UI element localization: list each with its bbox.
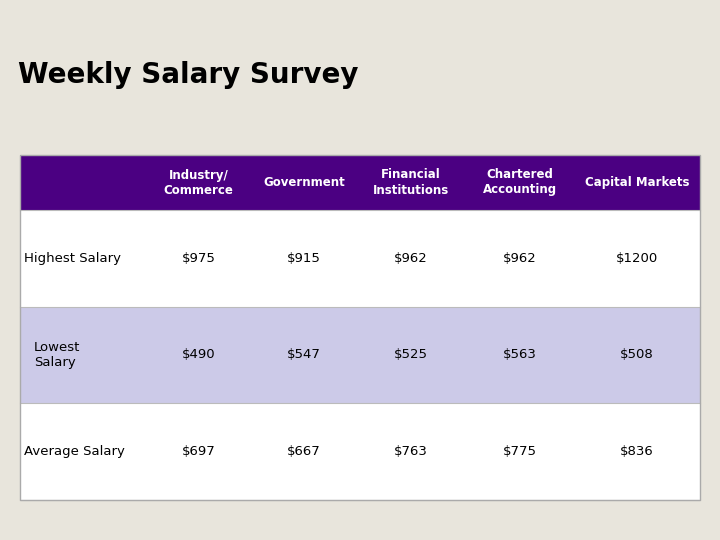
Text: $975: $975 [181,252,215,265]
Text: Capital Markets: Capital Markets [585,176,689,189]
Text: Lowest
Salary: Lowest Salary [34,341,81,369]
Text: $525: $525 [394,348,428,361]
Text: Average Salary: Average Salary [24,445,125,458]
Text: $775: $775 [503,445,537,458]
Bar [20,155,700,500]
Text: $915: $915 [287,252,321,265]
Bar [20,155,700,210]
Bar [20,403,700,500]
Text: $763: $763 [394,445,428,458]
Text: $508: $508 [620,348,654,361]
Text: $547: $547 [287,348,321,361]
Text: $490: $490 [181,348,215,361]
Text: Government: Government [263,176,345,189]
Text: Weekly Salary Survey: Weekly Salary Survey [18,61,359,89]
Text: $836: $836 [620,445,654,458]
Text: Chartered
Accounting: Chartered Accounting [482,168,557,197]
Text: Highest Salary: Highest Salary [24,252,121,265]
Text: Industry/
Commerce: Industry/ Commerce [163,168,233,197]
Text: $962: $962 [503,252,536,265]
Text: $697: $697 [181,445,215,458]
Text: $563: $563 [503,348,536,361]
Text: $962: $962 [394,252,428,265]
Text: $1200: $1200 [616,252,658,265]
Bar [20,307,700,403]
Text: Financial
Institutions: Financial Institutions [373,168,449,197]
Text: $667: $667 [287,445,321,458]
Bar [20,210,700,307]
Bar [20,155,700,500]
